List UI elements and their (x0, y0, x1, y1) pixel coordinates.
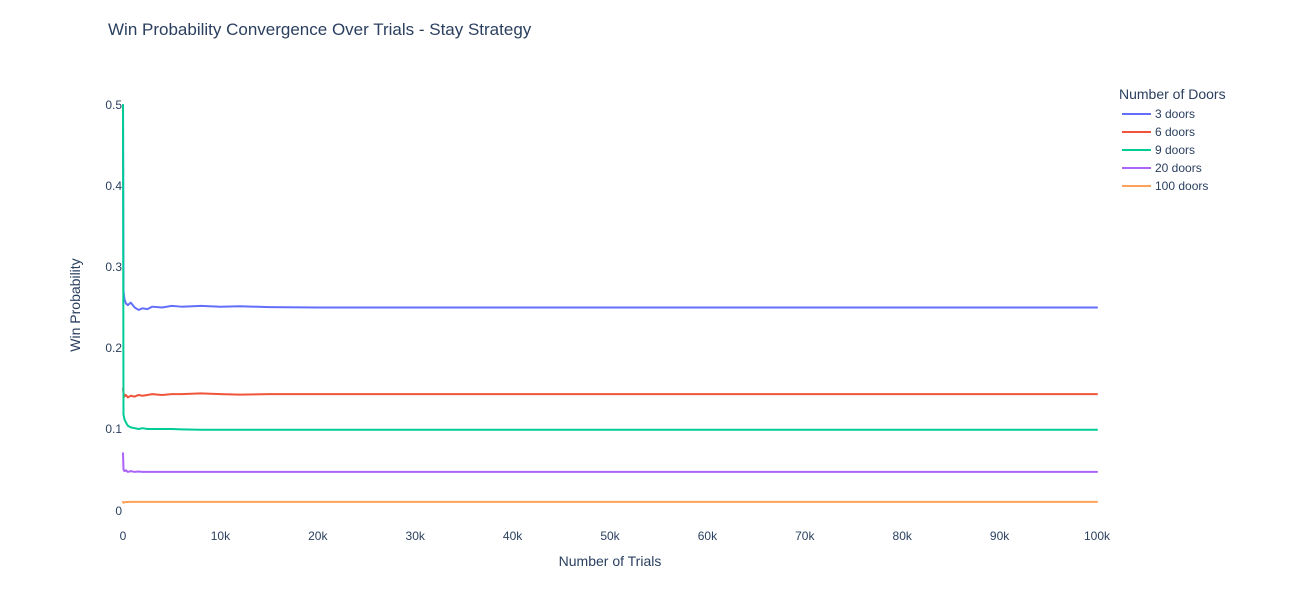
legend-item-100-doors[interactable]: 100 doors (1122, 179, 1208, 193)
series-line-9-doors[interactable] (123, 105, 1097, 430)
y-axis-ticks: 0 0.1 0.2 0.3 0.4 0.5 (105, 98, 122, 518)
legend[interactable]: Number of Doors 3 doors 6 doors 9 doors 20 … (1119, 86, 1226, 193)
x-tick-label: 80k (893, 529, 913, 543)
x-tick-label: 60k (698, 529, 718, 543)
x-axis-title: Number of Trials (559, 553, 662, 569)
y-tick-label: 0.5 (105, 98, 122, 112)
legend-item-3-doors[interactable]: 3 doors (1122, 107, 1195, 121)
x-tick-label: 50k (600, 529, 620, 543)
legend-title: Number of Doors (1119, 86, 1226, 102)
series-line-20-doors[interactable] (123, 453, 1097, 472)
x-tick-label: 30k (406, 529, 426, 543)
series-line-3-doors[interactable] (123, 105, 1097, 310)
chart-title: Win Probability Convergence Over Trials … (108, 20, 532, 39)
legend-label: 6 doors (1155, 125, 1195, 139)
x-tick-label: 40k (503, 529, 523, 543)
legend-item-6-doors[interactable]: 6 doors (1122, 125, 1195, 139)
y-tick-label: 0.4 (105, 179, 122, 193)
y-tick-label: 0.3 (105, 260, 122, 274)
y-tick-label: 0.2 (105, 341, 122, 355)
y-tick-label: 0.1 (105, 422, 122, 436)
series-line-100-doors[interactable] (123, 502, 1097, 503)
x-tick-label: 70k (795, 529, 815, 543)
x-tick-label: 0 (120, 529, 127, 543)
legend-label: 100 doors (1155, 179, 1208, 193)
legend-items[interactable]: 3 doors 6 doors 9 doors 20 doors 100 doors (1122, 107, 1208, 193)
plot-series (123, 105, 1097, 503)
legend-label: 20 doors (1155, 161, 1202, 175)
legend-label: 9 doors (1155, 143, 1195, 157)
y-axis-title: Win Probability (67, 258, 83, 351)
legend-label: 3 doors (1155, 107, 1195, 121)
x-tick-label: 20k (308, 529, 328, 543)
legend-item-9-doors[interactable]: 9 doors (1122, 143, 1195, 157)
x-tick-label: 100k (1084, 529, 1111, 543)
x-tick-label: 90k (990, 529, 1010, 543)
x-axis-ticks: 0 10k 20k 30k 40k 50k 60k 70k 80k 90k 100k (120, 529, 1111, 543)
series-line-6-doors[interactable] (123, 389, 1097, 398)
y-tick-label: 0 (115, 504, 122, 518)
x-tick-label: 10k (211, 529, 231, 543)
legend-item-20-doors[interactable]: 20 doors (1122, 161, 1202, 175)
